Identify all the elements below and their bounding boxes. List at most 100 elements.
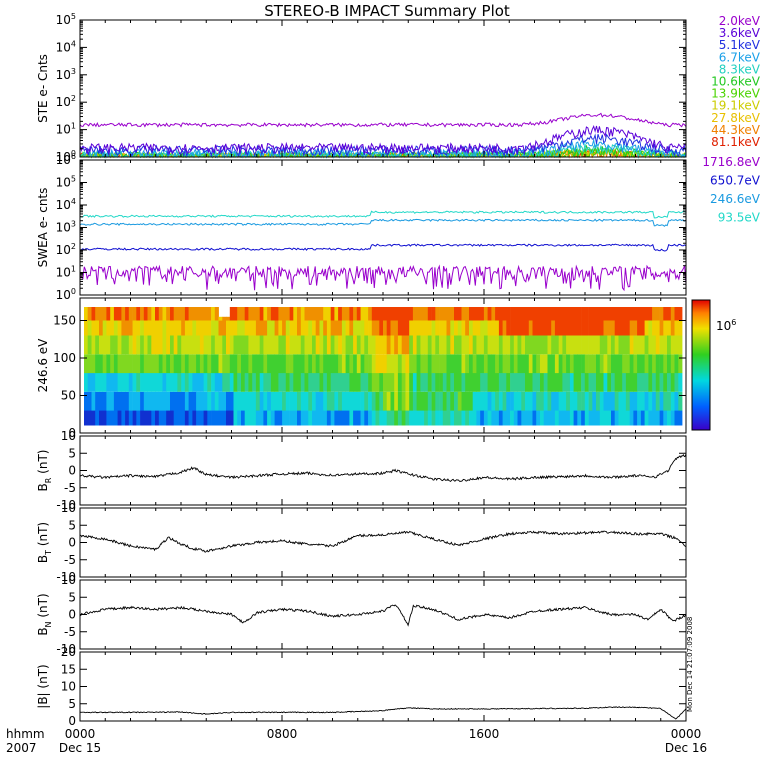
pad-cell <box>241 335 246 355</box>
pad-cell <box>84 335 89 355</box>
pad-cell <box>562 410 567 426</box>
pad-cell <box>577 320 582 336</box>
pad-cell <box>416 335 421 355</box>
pad-cell <box>405 391 410 411</box>
pad-cell <box>330 335 335 355</box>
pad-cell <box>121 391 126 411</box>
pad-cell <box>655 410 660 426</box>
pad-cell <box>655 307 660 321</box>
pad-cell <box>454 354 459 374</box>
pad-cell <box>629 307 634 321</box>
pad-cell <box>263 307 268 321</box>
pad-cell <box>577 391 582 411</box>
pad-cell <box>670 320 675 336</box>
pad-cell <box>297 335 302 355</box>
pad-cell <box>203 373 208 392</box>
time-tick-label: 0800 <box>267 727 298 741</box>
pad-cell <box>140 373 145 392</box>
pad-cell <box>670 307 675 321</box>
pad-cell <box>125 320 130 336</box>
pad-cell <box>323 335 328 355</box>
pad-cell <box>652 335 657 355</box>
pad-cell <box>525 335 530 355</box>
pad-cell <box>170 335 175 355</box>
pad-cell <box>177 354 182 374</box>
pad-cell <box>110 307 115 321</box>
pad-cell <box>226 391 231 411</box>
pad-cell <box>588 320 593 336</box>
pad-cell <box>495 373 500 392</box>
pad-cell <box>633 410 638 426</box>
pad-cell <box>181 307 186 321</box>
pad-cell <box>222 316 227 321</box>
pad-cell <box>607 373 612 392</box>
pad-cell <box>199 354 204 374</box>
pad-cell <box>203 391 208 411</box>
ste-series-5.1keV <box>79 133 687 158</box>
pad-cell <box>386 410 391 426</box>
pad-cell <box>297 354 302 374</box>
pad-cell <box>483 391 488 411</box>
pad-cell <box>282 373 287 392</box>
pad-cell <box>184 391 189 411</box>
pad-cell <box>330 391 335 411</box>
pad-cell <box>289 335 294 355</box>
pad-cell <box>229 307 234 321</box>
pad-cell <box>618 354 623 374</box>
pad-cell <box>214 335 219 355</box>
pad-cell <box>226 354 231 374</box>
pad-cell <box>214 307 219 321</box>
pad-cell <box>659 373 664 392</box>
pad-cell <box>356 391 361 411</box>
swea-ytick-label: 105 <box>56 175 76 190</box>
pad-cell <box>521 410 526 426</box>
pad-cell <box>379 391 384 411</box>
pad-cell <box>319 410 324 426</box>
pad-cell <box>622 335 627 355</box>
pad-cell <box>147 373 152 392</box>
pad-cell <box>431 307 436 321</box>
pad-cell <box>439 335 444 355</box>
pad-cell <box>495 307 500 321</box>
pad-cell <box>674 410 679 426</box>
pad-cell <box>371 354 376 374</box>
pad-cell <box>659 320 664 336</box>
pad-cell <box>274 391 279 411</box>
pad-cell <box>338 354 343 374</box>
pad-cell <box>416 354 421 374</box>
pad-cell <box>147 354 152 374</box>
pad-cell <box>487 373 492 392</box>
pad-cell <box>155 410 160 426</box>
pad-cell <box>196 391 201 411</box>
pad-cell <box>480 335 485 355</box>
pad-cell <box>420 320 425 336</box>
pad-cell <box>255 307 260 321</box>
pad-cell <box>558 307 563 321</box>
pad-cell <box>629 373 634 392</box>
pad-cell <box>491 335 496 355</box>
pad-cell <box>125 391 130 411</box>
pad-cell <box>274 335 279 355</box>
pad-cell <box>132 391 137 411</box>
pad-cell <box>506 335 511 355</box>
pad-cell <box>446 320 451 336</box>
bmag-panel: 0 5 10 15 20 |B| (nT) <box>36 645 687 728</box>
pad-cell <box>648 373 653 392</box>
pad-cell <box>248 354 253 374</box>
pad-cell <box>454 320 459 336</box>
pad-cell <box>536 335 541 355</box>
pad-cell <box>140 391 145 411</box>
pad-cell <box>151 307 156 321</box>
pad-cell <box>84 410 89 426</box>
pad-cell <box>543 354 548 374</box>
pad-cell <box>87 307 92 321</box>
pad-cell <box>218 410 223 426</box>
ste-legend-19.1keV: 19.1keV <box>711 99 761 113</box>
pad-cell <box>476 354 481 374</box>
pad-cell <box>528 335 533 355</box>
pad-cell <box>278 410 283 426</box>
pad-cell <box>330 320 335 336</box>
pad-cell <box>121 373 126 392</box>
pad-cell <box>87 320 92 336</box>
pad-cell <box>513 320 518 336</box>
